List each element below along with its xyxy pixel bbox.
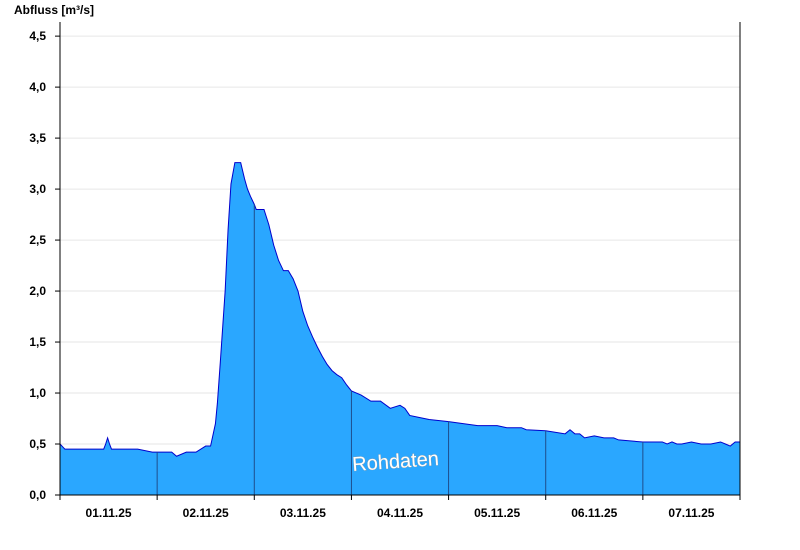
x-tick-label: 05.11.25 (474, 506, 520, 520)
y-axis-label: Abfluss [m³/s] (14, 3, 94, 17)
y-tick-label: 0,0 (29, 488, 46, 502)
axes (55, 22, 741, 500)
y-tick-label: 2,5 (29, 233, 46, 247)
day-separators (156, 204, 644, 495)
area-fill (60, 162, 740, 496)
x-tick-label: 03.11.25 (280, 506, 326, 520)
y-tick-label: 4,0 (29, 80, 46, 94)
y-tick-label: 1,0 (29, 386, 46, 400)
y-tick-labels: 0,0 0,5 1,0 1,5 2,0 2,5 3,0 3,5 4,0 4,5 (29, 29, 46, 502)
grid-lines (60, 35, 740, 445)
x-tick-label: 01.11.25 (86, 506, 132, 520)
x-tick-label: 04.11.25 (377, 506, 423, 520)
rohdaten-watermark: Rohdaten (352, 448, 440, 476)
y-tick-label: 4,5 (29, 29, 46, 43)
area-outline (59, 162, 740, 457)
y-tick-label: 3,5 (29, 131, 46, 145)
x-tick-label: 02.11.25 (183, 506, 229, 520)
x-tick-label: 06.11.25 (571, 506, 617, 520)
y-tick-label: 1,5 (29, 335, 46, 349)
y-tick-label: 3,0 (29, 182, 46, 196)
x-tick-labels: 01.11.25 02.11.25 03.11.25 04.11.25 05.11.25… (86, 506, 715, 520)
discharge-area (59, 162, 740, 496)
y-tick-label: 0,5 (29, 437, 46, 451)
x-tick-label: 07.11.25 (668, 506, 714, 520)
y-tick-label: 2,0 (29, 284, 46, 298)
